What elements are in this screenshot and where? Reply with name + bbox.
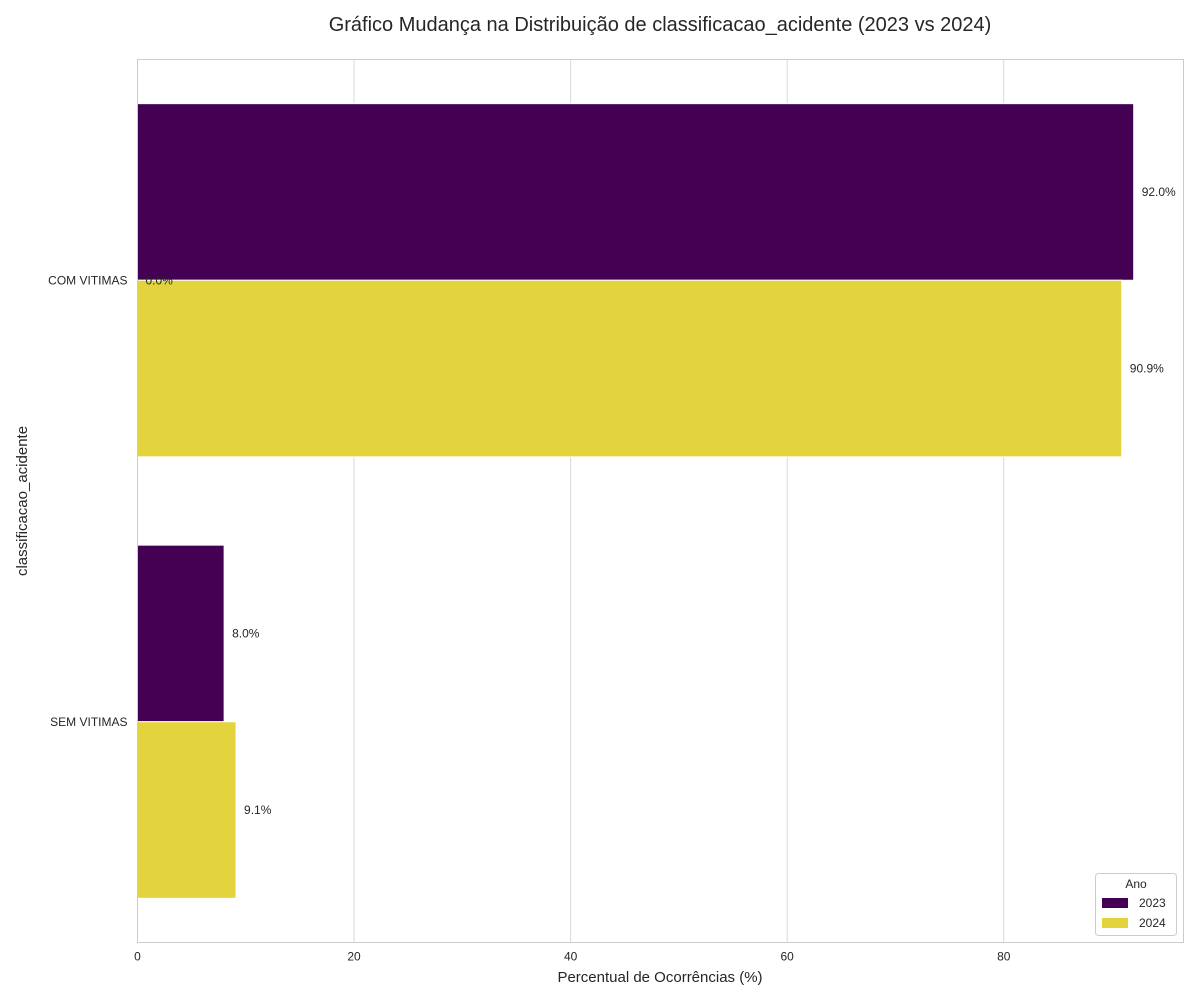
legend-items: 2023 2024 bbox=[1102, 896, 1166, 930]
x-tick-label: 40 bbox=[564, 950, 578, 964]
y-axis-label: classificacao_acidente bbox=[14, 426, 31, 576]
bar bbox=[137, 279, 1123, 458]
x-tick-label: 60 bbox=[781, 950, 795, 964]
bar bbox=[137, 721, 237, 899]
bars-layer bbox=[137, 103, 1135, 899]
y-axis-ticks: COM VITIMAS SEM VITIMAS bbox=[48, 273, 127, 729]
legend-swatch bbox=[1102, 898, 1128, 908]
x-axis-label: Percentual de Ocorrências (%) bbox=[557, 969, 762, 986]
bar-value-label: 90.9% bbox=[1130, 362, 1164, 376]
y-tick-label: COM VITIMAS bbox=[48, 273, 127, 287]
legend-label: 2023 bbox=[1139, 896, 1166, 910]
bar-value-label: 92.0% bbox=[1142, 185, 1176, 199]
bar bbox=[137, 103, 1135, 281]
x-axis-ticks: 0 20 40 60 80 bbox=[134, 950, 1011, 964]
legend-swatch bbox=[1102, 918, 1128, 928]
plot-area-border bbox=[137, 59, 1184, 943]
bar-value-label: 8.0% bbox=[232, 626, 260, 640]
bar-labels-layer: 92.0% 90.9% 8.0% 9.1% 0.0% bbox=[146, 185, 1177, 817]
x-tick-label: 20 bbox=[347, 950, 361, 964]
x-tick-label: 0 bbox=[134, 950, 141, 964]
bar-value-label: 9.1% bbox=[244, 803, 272, 817]
annotation-label: 0.0% bbox=[146, 273, 174, 287]
bar bbox=[137, 544, 225, 723]
legend-label: 2024 bbox=[1139, 916, 1166, 930]
y-tick-label: SEM VITIMAS bbox=[50, 715, 127, 729]
chart-title: Gráfico Mudança na Distribuição de class… bbox=[329, 14, 992, 36]
legend-title: Ano bbox=[1125, 877, 1147, 891]
legend: Ano 2023 2024 bbox=[1095, 873, 1177, 936]
x-tick-label: 80 bbox=[997, 950, 1011, 964]
